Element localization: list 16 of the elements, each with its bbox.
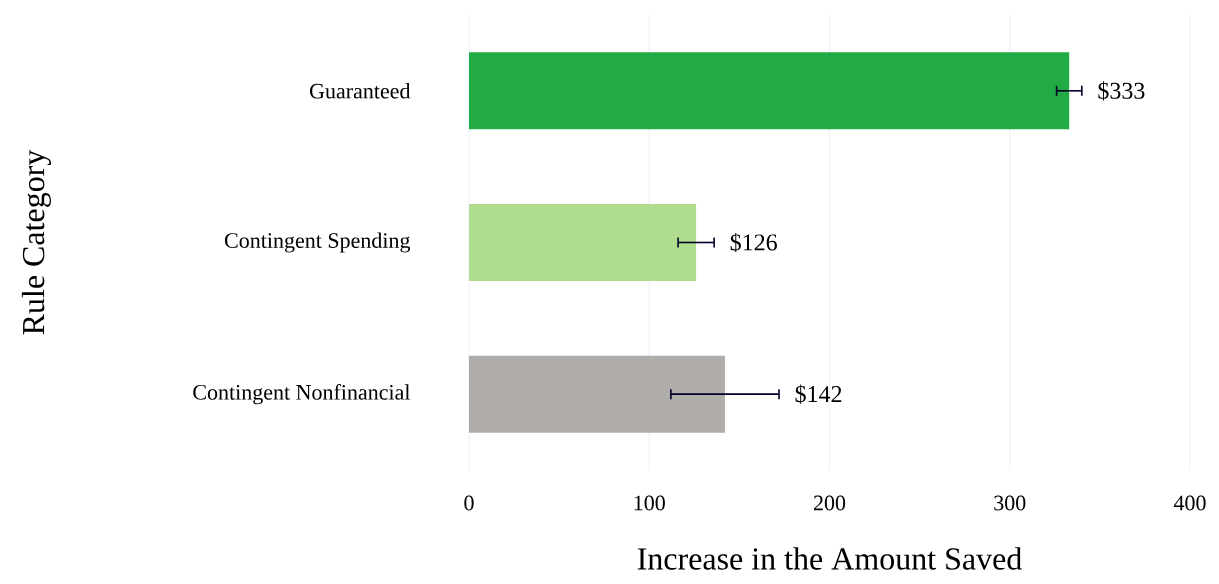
data-label: $333	[1098, 81, 1145, 101]
y-tick-label: Contingent Spending	[225, 232, 411, 253]
y-axis-title: Rule Category	[21, 149, 51, 335]
x-tick-label: 400	[1173, 495, 1206, 511]
x-tick-label: 200	[813, 495, 846, 511]
bar	[469, 355, 725, 433]
y-tick-label: Contingent Nonfinancial	[193, 384, 411, 405]
x-tick-label: 0	[464, 495, 474, 511]
x-axis-title: Increase in the Amount Saved	[637, 547, 1022, 570]
bar	[469, 52, 1070, 130]
data-label: $142	[795, 384, 842, 404]
data-label: $126	[730, 232, 777, 253]
bar	[469, 204, 697, 281]
x-tick-label: 300	[994, 495, 1026, 511]
x-tick-label: 100	[634, 495, 665, 511]
y-tick-label: Guaranteed	[310, 83, 411, 99]
